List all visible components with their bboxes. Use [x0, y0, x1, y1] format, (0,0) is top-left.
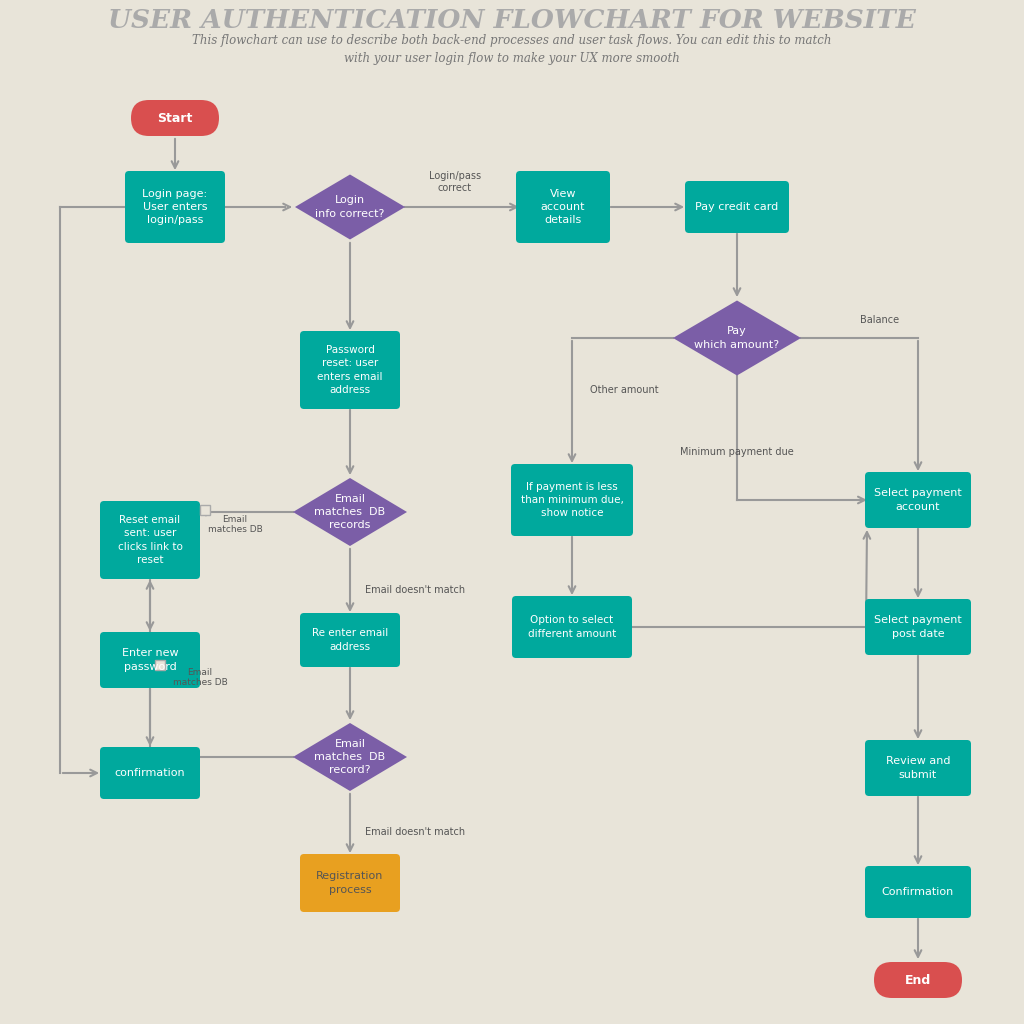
Text: Option to select
different amount: Option to select different amount — [528, 615, 616, 639]
Text: Password
reset: user
enters email
address: Password reset: user enters email addres… — [317, 345, 383, 395]
Polygon shape — [673, 300, 801, 376]
Polygon shape — [293, 723, 407, 791]
Text: Minimum payment due: Minimum payment due — [680, 447, 794, 457]
FancyBboxPatch shape — [865, 866, 971, 918]
FancyBboxPatch shape — [300, 613, 400, 667]
FancyBboxPatch shape — [865, 599, 971, 655]
Text: Email
matches DB: Email matches DB — [173, 668, 227, 687]
Text: Email
matches  DB
record?: Email matches DB record? — [314, 738, 386, 775]
FancyBboxPatch shape — [100, 746, 200, 799]
FancyBboxPatch shape — [300, 331, 400, 409]
FancyBboxPatch shape — [100, 501, 200, 579]
Polygon shape — [295, 174, 406, 240]
FancyBboxPatch shape — [511, 464, 633, 536]
Bar — [200, 505, 210, 515]
Text: Email
matches  DB
records: Email matches DB records — [314, 494, 386, 530]
Text: USER AUTHENTICATION FLOWCHART FOR WEBSITE: USER AUTHENTICATION FLOWCHART FOR WEBSIT… — [109, 8, 915, 33]
Text: Re enter email
address: Re enter email address — [312, 629, 388, 651]
Text: Login page:
User enters
login/pass: Login page: User enters login/pass — [142, 188, 208, 225]
Text: This flowchart can use to describe both back-end processes and user task flows. : This flowchart can use to describe both … — [193, 34, 831, 65]
Text: Registration
process: Registration process — [316, 871, 384, 895]
FancyBboxPatch shape — [300, 854, 400, 912]
Text: If payment is less
than minimum due,
show notice: If payment is less than minimum due, sho… — [520, 482, 624, 518]
Text: Enter new
password: Enter new password — [122, 648, 178, 672]
Text: End: End — [905, 974, 931, 986]
FancyBboxPatch shape — [865, 740, 971, 796]
Polygon shape — [293, 478, 407, 546]
FancyBboxPatch shape — [874, 962, 962, 998]
FancyBboxPatch shape — [516, 171, 610, 243]
Text: Select payment
account: Select payment account — [874, 488, 962, 512]
Text: Login
info correct?: Login info correct? — [315, 196, 385, 218]
FancyBboxPatch shape — [685, 181, 790, 233]
FancyBboxPatch shape — [100, 632, 200, 688]
Text: Reset email
sent: user
clicks link to
reset: Reset email sent: user clicks link to re… — [118, 515, 182, 565]
Text: Login/pass
correct: Login/pass correct — [429, 171, 481, 193]
Text: Other amount: Other amount — [590, 385, 658, 395]
Text: Email
matches DB: Email matches DB — [208, 515, 262, 535]
Text: Review and
submit: Review and submit — [886, 757, 950, 779]
FancyBboxPatch shape — [865, 472, 971, 528]
Text: Pay credit card: Pay credit card — [695, 202, 778, 212]
Text: Start: Start — [158, 112, 193, 125]
Text: Email doesn't match: Email doesn't match — [365, 827, 465, 837]
FancyBboxPatch shape — [131, 100, 219, 136]
FancyBboxPatch shape — [125, 171, 225, 243]
Bar — [155, 660, 165, 670]
Text: Select payment
post date: Select payment post date — [874, 615, 962, 639]
Text: Confirmation: Confirmation — [882, 887, 954, 897]
Text: Balance: Balance — [860, 315, 899, 325]
Text: Email doesn't match: Email doesn't match — [365, 585, 465, 595]
Text: Pay
which amount?: Pay which amount? — [694, 327, 779, 349]
FancyBboxPatch shape — [512, 596, 632, 658]
Text: confirmation: confirmation — [115, 768, 185, 778]
Text: View
account
details: View account details — [541, 188, 586, 225]
